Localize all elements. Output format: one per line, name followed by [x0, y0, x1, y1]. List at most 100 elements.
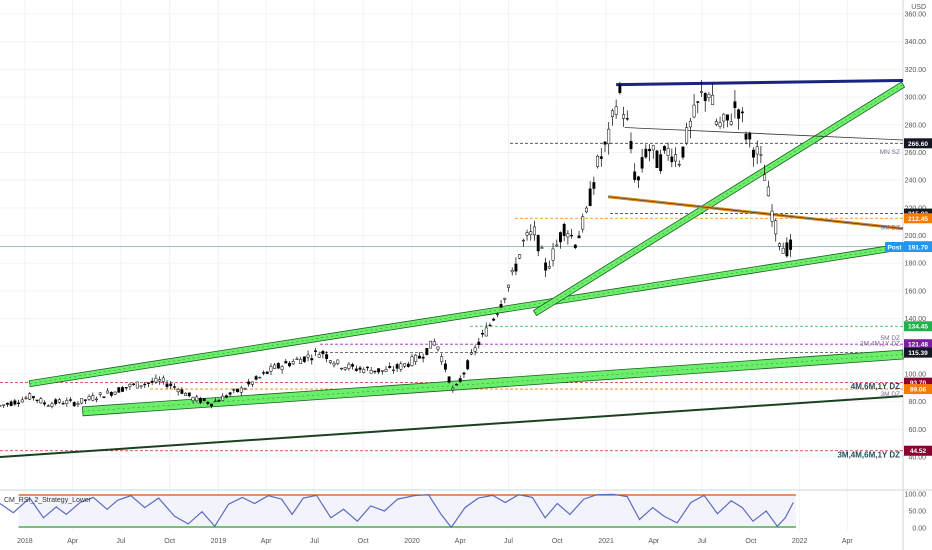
candle-body — [273, 364, 277, 369]
candle-body — [72, 402, 76, 407]
candle-body — [250, 381, 254, 385]
candle-body — [499, 304, 503, 308]
candle-body — [258, 376, 262, 379]
price-label: 134.45 — [908, 324, 928, 331]
candle-body — [380, 370, 384, 372]
candle-body — [5, 403, 9, 405]
candle-body — [0, 405, 2, 407]
candle-body — [599, 156, 603, 159]
candle-body — [726, 114, 729, 121]
candle-body — [91, 395, 95, 401]
candle-body — [607, 128, 611, 145]
candle-body — [644, 148, 648, 158]
zone-label: 2M,4M,1Y DZ — [860, 341, 900, 348]
candle-body — [685, 127, 689, 144]
candle-body — [213, 400, 217, 403]
x-tick-label: Apr — [455, 538, 467, 545]
price-label: 121.48 — [908, 342, 928, 349]
x-tick-label: Apr — [648, 538, 660, 545]
candle-body — [785, 242, 789, 257]
candle-body — [206, 401, 210, 404]
candle-body — [451, 387, 455, 391]
price-label-box — [904, 321, 932, 332]
candle-body — [481, 333, 484, 335]
time-axis[interactable]: 2018 Apr Jul Oct 2019 Apr Jul Oct 2020 Apr Jul Oct 2… — [17, 538, 853, 545]
price-label: 212.45 — [908, 216, 928, 223]
candle-body — [436, 346, 440, 350]
price-label: 266.60 — [908, 141, 928, 148]
candle-body — [655, 150, 659, 168]
x-tick-label: Oct — [358, 538, 369, 545]
candle-body — [514, 263, 518, 272]
candle-body — [429, 340, 433, 349]
candle-body — [54, 399, 58, 405]
candle-body — [276, 363, 280, 369]
candle-body — [406, 363, 410, 367]
price-label-box — [904, 213, 932, 224]
candle-body — [377, 368, 381, 373]
candle-body — [347, 363, 351, 369]
candle-body — [169, 383, 173, 387]
candle-body — [65, 400, 69, 404]
y-tick-label: 80.00 — [908, 399, 926, 406]
candle-body — [447, 376, 451, 383]
candle-body — [737, 109, 741, 119]
candle-body — [610, 110, 614, 117]
candle-body — [106, 390, 110, 394]
x-tick-label: Oct — [745, 538, 756, 545]
candle-body — [733, 101, 737, 108]
candle-body — [547, 266, 551, 269]
candle-body — [340, 367, 343, 370]
candle-body — [80, 398, 84, 404]
rsi-tick-label: 100.00 — [905, 492, 927, 499]
x-tick-label: Apr — [842, 538, 854, 545]
candle-body — [778, 243, 781, 247]
resistance-line-top — [616, 78, 904, 87]
zone-label: 4M,6M,1Y DZ — [851, 382, 900, 391]
candle-body — [625, 118, 629, 120]
candle-body — [677, 164, 681, 166]
candle-body — [458, 378, 462, 382]
candle-body — [102, 396, 106, 398]
candle-body — [748, 132, 752, 140]
candle-body — [744, 133, 748, 140]
candle-body — [31, 396, 35, 399]
candle-body — [373, 370, 377, 373]
candle-body — [117, 387, 121, 393]
candle-body — [109, 392, 113, 396]
candle-body — [369, 369, 373, 374]
candle-body — [581, 216, 585, 230]
y-tick-label: 280.00 — [905, 122, 927, 129]
price-label: 89.06 — [910, 387, 927, 394]
x-tick-label: Apr — [67, 538, 79, 545]
candle-body — [9, 401, 13, 406]
candle-body — [239, 387, 243, 393]
y-tick-label: 40.00 — [908, 455, 926, 462]
candle-body — [633, 171, 637, 180]
price-labels: 266.60215.83212.45192.01Post191.70134.45… — [885, 138, 932, 456]
rsi-band — [18, 494, 796, 528]
candle-body — [228, 392, 232, 395]
candle-body — [510, 270, 514, 273]
candle-body — [198, 397, 202, 403]
trend-line-orange-core — [608, 196, 904, 229]
candle-body — [455, 383, 458, 386]
candle-body — [35, 399, 39, 402]
price-label-prefix: Post — [887, 244, 902, 251]
candle-body — [28, 393, 32, 400]
candle-body — [503, 297, 507, 300]
candle-body — [395, 364, 399, 369]
candle-body — [518, 254, 522, 259]
price-label: 93.70 — [910, 380, 927, 387]
candle-body — [299, 358, 303, 364]
candle-body — [76, 403, 80, 405]
support-line-base — [0, 395, 904, 458]
candle-body — [87, 396, 91, 400]
candle-body — [651, 145, 655, 151]
candle-body — [789, 239, 793, 250]
candle-body — [165, 383, 169, 387]
candle-body — [336, 359, 340, 364]
candle-body — [473, 347, 477, 352]
